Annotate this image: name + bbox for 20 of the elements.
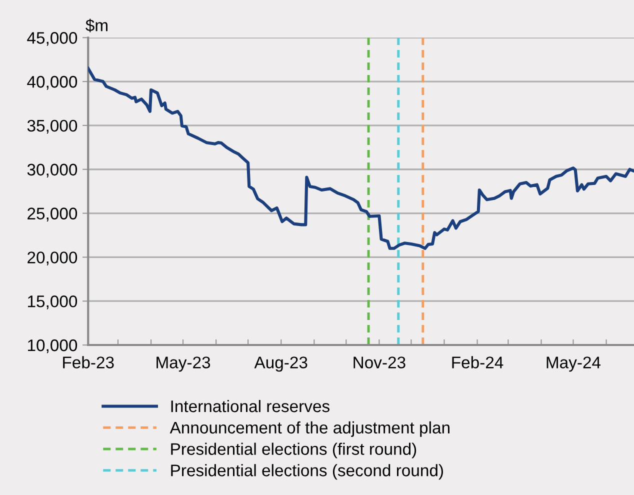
x-tick-label: Nov-23 <box>354 356 406 368</box>
y-tick-label: 20,000 <box>28 252 78 266</box>
y-tick-label: 25,000 <box>28 208 78 222</box>
line-series <box>88 66 634 250</box>
legend-label: Presidential elections (second round) <box>171 464 443 480</box>
x-tick-label: Aug-23 <box>254 356 308 372</box>
y-axis-title: $m <box>86 18 108 32</box>
y-tick-label: 45,000 <box>27 32 78 46</box>
legend-label: Announcement of the adjustment plan <box>170 421 450 437</box>
x-tick-label: May-23 <box>156 356 210 372</box>
y-tick-label: 40,000 <box>27 76 78 90</box>
legend-label: International reserves <box>171 400 330 412</box>
legend-label: Presidential elections (first round) <box>171 442 416 458</box>
y-tick-label: 35,000 <box>27 120 78 134</box>
x-tick-label: Feb-24 <box>452 356 504 368</box>
y-tick-label: 10,000 <box>28 339 78 354</box>
y-tick-label: 15,000 <box>28 296 78 310</box>
y-tick-label: 30,000 <box>27 164 78 178</box>
x-tick-label: Feb-23 <box>63 356 114 368</box>
x-tick-label: May-24 <box>546 356 601 372</box>
